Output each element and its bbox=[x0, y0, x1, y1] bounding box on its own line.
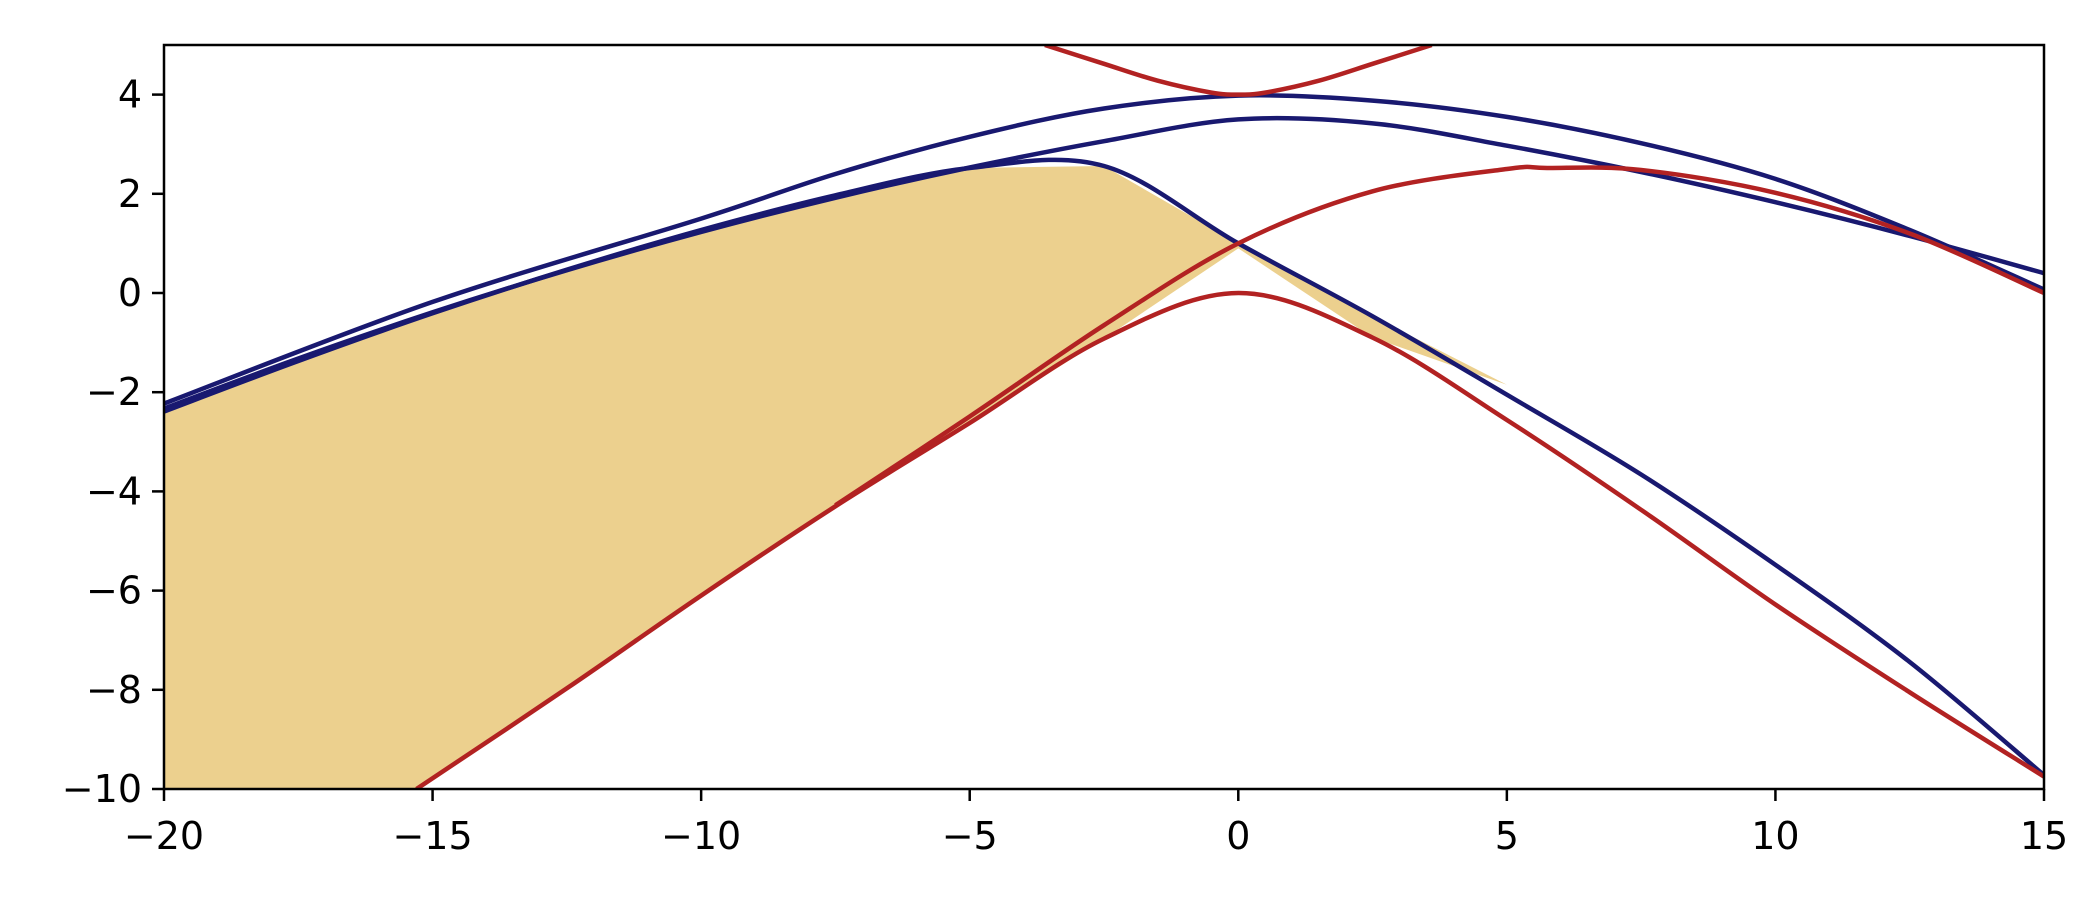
series-line-3 bbox=[164, 93, 2044, 406]
x-tick-label: −15 bbox=[392, 814, 472, 858]
series-line-4 bbox=[1044, 45, 1433, 97]
series-line-6 bbox=[834, 164, 2044, 508]
y-axis: −10 −8 −6 −4 −2 0 2 4 bbox=[62, 73, 164, 811]
y-tick-label: −2 bbox=[86, 370, 142, 414]
y-tick-label: 2 bbox=[118, 172, 142, 216]
x-tick-label: 0 bbox=[1226, 814, 1250, 858]
x-tick-label: −10 bbox=[661, 814, 741, 858]
x-tick-label: 5 bbox=[1495, 814, 1519, 858]
x-tick-label: 10 bbox=[1751, 814, 1799, 858]
x-axis: −20 −15 −10 −5 0 5 10 15 bbox=[124, 789, 2068, 858]
y-tick-label: −4 bbox=[86, 469, 142, 513]
y-tick-label: −6 bbox=[86, 569, 142, 613]
plot-frame bbox=[162, 43, 2046, 791]
y-tick-label: 0 bbox=[118, 271, 142, 315]
y-tick-label: −8 bbox=[86, 668, 142, 712]
x-tick-label: 15 bbox=[2020, 814, 2068, 858]
x-tick-label: −20 bbox=[124, 814, 204, 858]
y-tick-label: −10 bbox=[62, 767, 142, 811]
fill-layer bbox=[164, 166, 1507, 789]
series-line-2 bbox=[164, 157, 2044, 777]
shaded-region bbox=[164, 166, 1507, 789]
x-tick-label: −5 bbox=[942, 814, 998, 858]
y-tick-label: 4 bbox=[118, 73, 142, 117]
series-line-5 bbox=[415, 290, 2044, 789]
series-layer bbox=[164, 45, 2044, 789]
